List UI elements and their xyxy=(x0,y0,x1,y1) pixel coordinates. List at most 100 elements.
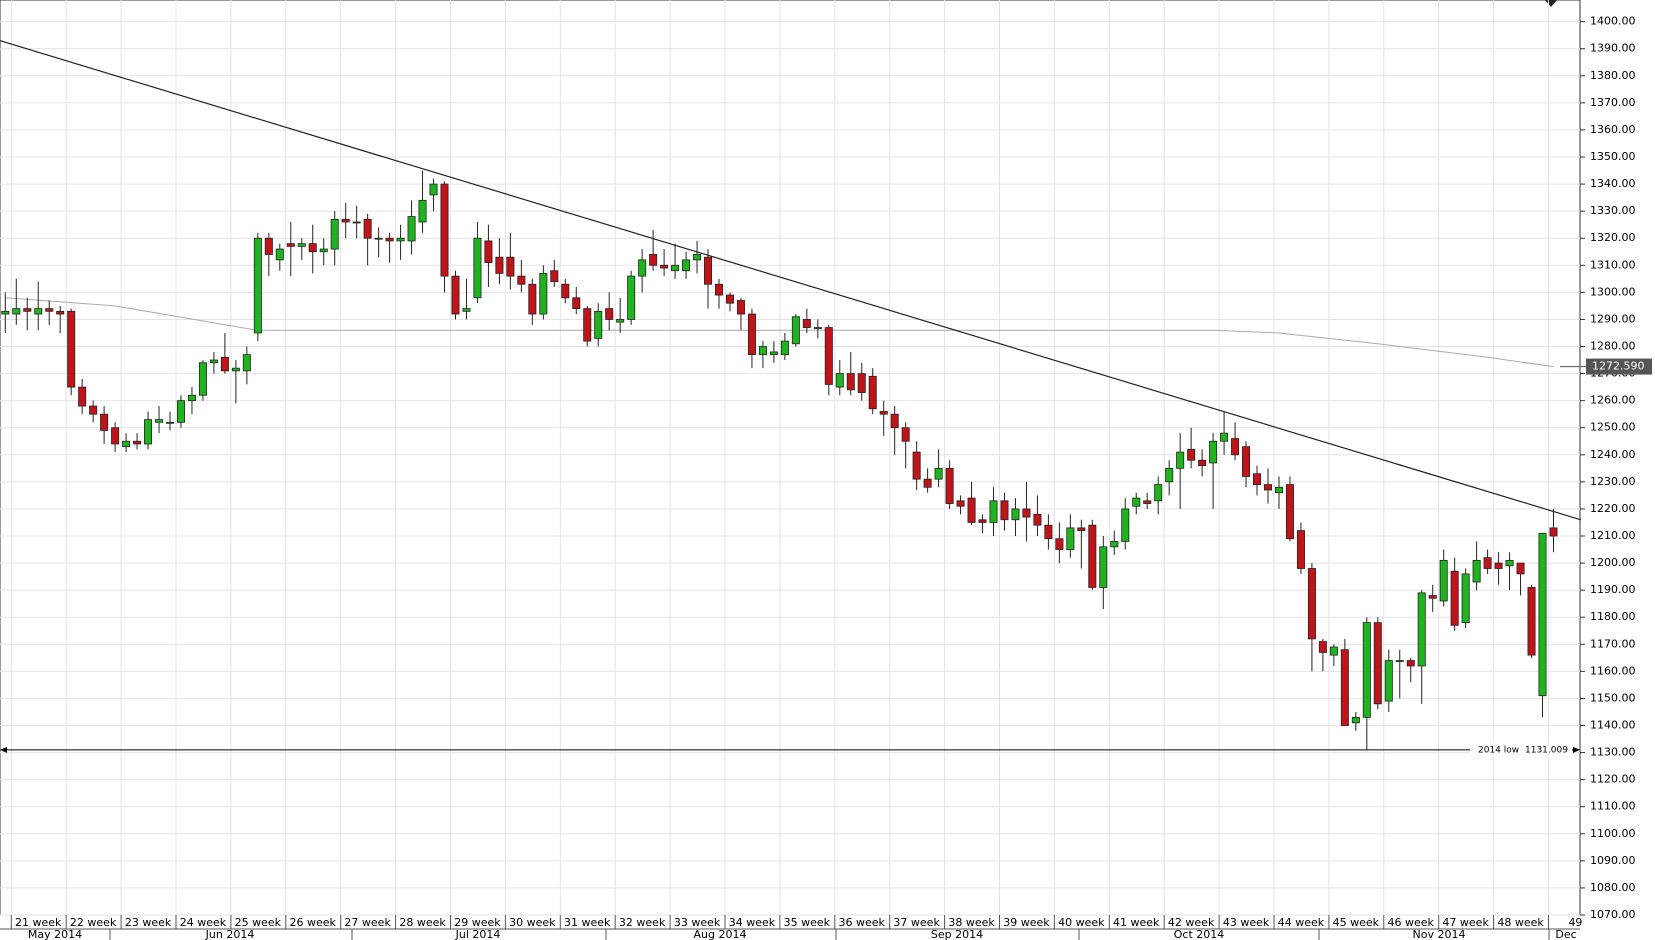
candle-body xyxy=(100,413,109,431)
candle-body xyxy=(1296,530,1305,569)
y-tick-label: 1210.00 xyxy=(1590,529,1636,542)
candle-body xyxy=(286,243,295,247)
candle-body xyxy=(429,183,438,196)
candle-body xyxy=(374,237,383,240)
candle-body xyxy=(813,327,822,329)
candle-body xyxy=(45,308,54,312)
candle-body xyxy=(56,310,65,315)
week-label: 38 week xyxy=(948,916,995,929)
candle-body xyxy=(1538,532,1547,697)
candle-body xyxy=(956,500,965,507)
candle-body xyxy=(747,313,756,356)
week-label: 41 week xyxy=(1113,916,1160,929)
candle-body xyxy=(1198,459,1207,467)
candle-body xyxy=(330,218,339,250)
week-label: 25 week xyxy=(235,916,282,929)
candle-body xyxy=(890,413,899,429)
trend-line xyxy=(0,40,1582,521)
y-tick-label: 1120.00 xyxy=(1590,773,1636,786)
candle-body xyxy=(407,216,416,242)
candle-body xyxy=(605,308,614,320)
y-tick-label: 1350.00 xyxy=(1590,150,1636,163)
candle-body xyxy=(1,310,10,315)
candle-body xyxy=(704,256,713,285)
ma-value-label: 1272.590 xyxy=(1592,360,1645,373)
y-tick-label: 1240.00 xyxy=(1590,448,1636,461)
candle-body xyxy=(725,294,734,304)
candle-body xyxy=(1307,568,1316,640)
y-tick-label: 1340.00 xyxy=(1590,177,1636,190)
candle-body xyxy=(769,351,778,356)
week-label: 23 week xyxy=(125,916,172,929)
week-label: 44 week xyxy=(1278,916,1325,929)
candle-body xyxy=(23,308,32,312)
week-label: 32 week xyxy=(619,916,666,929)
candle-body xyxy=(1362,622,1371,718)
candle-body xyxy=(934,467,943,480)
candle-body xyxy=(1516,562,1525,575)
candle-body xyxy=(638,259,647,277)
candle-body xyxy=(1450,570,1459,626)
candle-body xyxy=(209,359,218,364)
y-tick-label: 1110.00 xyxy=(1590,800,1636,813)
candle-body xyxy=(1505,559,1514,567)
candle-body xyxy=(253,237,262,334)
candle-body xyxy=(242,354,251,372)
candle-body xyxy=(1000,500,1009,521)
candle-body xyxy=(791,316,800,345)
candle-body xyxy=(78,386,87,407)
candle-body xyxy=(572,297,581,310)
candle-body xyxy=(1472,559,1481,583)
y-tick-label: 1300.00 xyxy=(1590,285,1636,298)
candle-body xyxy=(594,310,603,339)
week-label: 46 week xyxy=(1388,916,1435,929)
candle-body xyxy=(133,440,142,445)
y-tick-label: 1360.00 xyxy=(1590,123,1636,136)
y-tick-label: 1160.00 xyxy=(1590,664,1636,677)
candle-body xyxy=(122,440,131,448)
candle-body xyxy=(506,256,515,277)
week-label: 33 week xyxy=(674,916,721,929)
y-tick-label: 1190.00 xyxy=(1590,583,1636,596)
y-tick-label: 1170.00 xyxy=(1590,637,1636,650)
candle-body xyxy=(1428,595,1437,599)
y-tick-label: 1140.00 xyxy=(1590,719,1636,732)
y-tick-label: 1260.00 xyxy=(1590,394,1636,407)
candle-body xyxy=(528,283,537,315)
week-label: 34 week xyxy=(729,916,776,929)
week-label: 40 week xyxy=(1058,916,1105,929)
week-label: 43 week xyxy=(1223,916,1270,929)
candle-body xyxy=(495,256,504,274)
plot-area xyxy=(0,0,1581,916)
candle-body xyxy=(901,427,910,442)
candle-body xyxy=(1351,716,1360,724)
y-tick-label: 1330.00 xyxy=(1590,204,1636,217)
y-tick-label: 1400.00 xyxy=(1590,15,1636,28)
candle-body xyxy=(1099,546,1108,588)
candle-body xyxy=(1143,500,1152,504)
week-label: 27 week xyxy=(344,916,391,929)
candle-body xyxy=(1318,641,1327,653)
candle-body xyxy=(1165,467,1174,483)
week-label: 31 week xyxy=(564,916,611,929)
candle-body xyxy=(297,243,306,247)
candle-body xyxy=(89,405,98,415)
candle-body xyxy=(165,421,174,424)
support-label: 2014 low xyxy=(1478,745,1519,755)
candle-body xyxy=(1154,484,1163,502)
y-tick-label: 1150.00 xyxy=(1590,691,1636,704)
candle-body xyxy=(1406,660,1415,667)
label-bg xyxy=(1470,742,1572,757)
week-label: 49 xyxy=(1568,916,1582,929)
candle-body xyxy=(1088,524,1097,588)
y-tick-label: 1090.00 xyxy=(1590,854,1636,867)
candle-body xyxy=(12,308,21,315)
candle-body xyxy=(451,275,460,315)
candle-body xyxy=(1077,527,1086,531)
candle-body xyxy=(1253,473,1262,485)
y-tick-label: 1230.00 xyxy=(1590,475,1636,488)
y-tick-label: 1080.00 xyxy=(1590,881,1636,894)
candle-body xyxy=(627,275,636,320)
candle-body xyxy=(561,283,570,299)
